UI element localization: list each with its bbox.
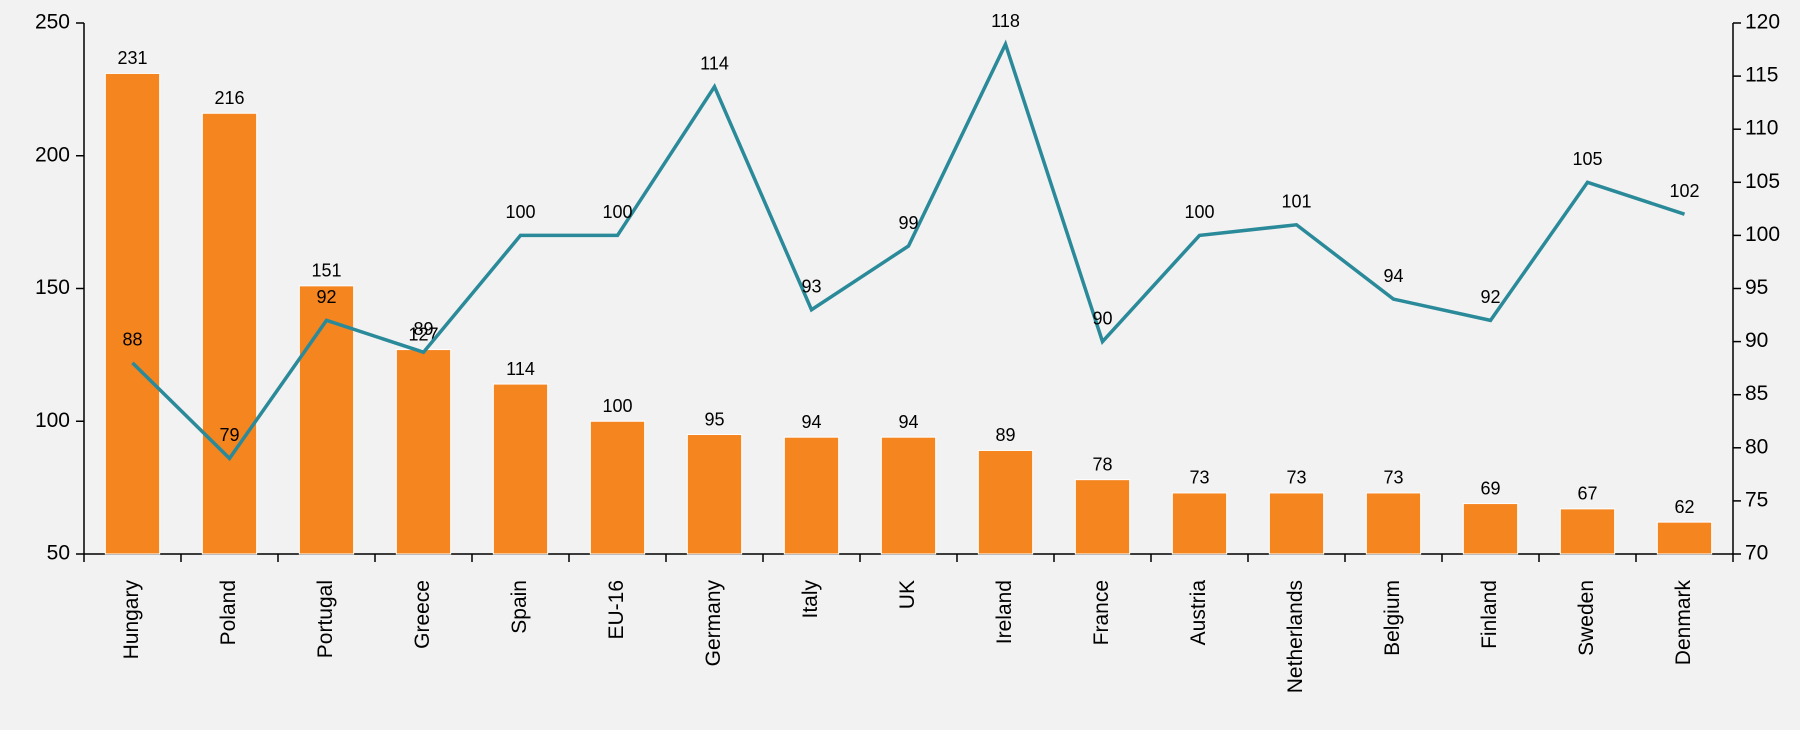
- bar: [1074, 479, 1131, 555]
- line-value-label: 79: [219, 425, 239, 445]
- bar: [104, 72, 161, 555]
- line-value-label: 118: [991, 11, 1020, 31]
- bar-value-label: 89: [995, 425, 1015, 445]
- x-tick-label: Spain: [508, 580, 531, 634]
- line-value-label: 88: [122, 330, 142, 350]
- bar: [686, 434, 743, 555]
- y-tick-label: 150: [35, 276, 70, 299]
- y2-tick-label: 95: [1745, 276, 1768, 299]
- y2-tick-label: 115: [1745, 64, 1778, 87]
- bar-value-label: 78: [1092, 454, 1112, 474]
- x-tick-label: Finland: [1478, 580, 1501, 649]
- bar-value-label: 216: [214, 88, 244, 108]
- x-tick-label: EU-16: [605, 580, 628, 640]
- x-tick-label: France: [1090, 580, 1113, 645]
- y2-tick-label: 105: [1745, 170, 1780, 193]
- y-tick-label: 200: [35, 143, 70, 166]
- line-value-label: 99: [898, 213, 918, 233]
- y2-tick-label: 80: [1745, 435, 1768, 458]
- y2-tick-label: 90: [1745, 329, 1768, 352]
- x-tick-label: Ireland: [993, 580, 1016, 644]
- bar-value-label: 73: [1286, 468, 1306, 488]
- line-value-label: 93: [801, 276, 821, 296]
- bar: [395, 349, 452, 555]
- bar: [201, 112, 258, 555]
- y2-tick-label: 110: [1745, 117, 1778, 140]
- x-tick-label: Poland: [217, 580, 240, 645]
- bar: [492, 383, 549, 555]
- bar-value-label: 127: [408, 324, 438, 344]
- line-value-label: 89: [413, 319, 433, 339]
- y2-tick-label: 100: [1745, 223, 1780, 246]
- bar-value-label: 94: [801, 412, 821, 432]
- line-value-label: 100: [1184, 202, 1214, 222]
- bar: [880, 436, 937, 555]
- bar: [977, 449, 1034, 555]
- bar-value-label: 151: [311, 261, 341, 281]
- bar-value-label: 95: [704, 409, 724, 429]
- line-value-label: 92: [1480, 287, 1500, 307]
- bar: [1171, 492, 1228, 555]
- bar: [589, 420, 646, 555]
- bar: [1656, 521, 1713, 555]
- x-tick-label: UK: [896, 580, 919, 609]
- bar: [1559, 508, 1616, 555]
- line-value-label: 94: [1383, 266, 1403, 286]
- bar-value-label: 114: [506, 359, 535, 379]
- bar-value-label: 231: [117, 48, 147, 68]
- x-tick-label: Hungary: [120, 580, 143, 660]
- line-value-label: 100: [602, 202, 632, 222]
- line-value-label: 101: [1281, 192, 1311, 212]
- x-tick-label: Belgium: [1381, 580, 1404, 656]
- line-value-label: 114: [700, 53, 729, 73]
- bar-value-label: 67: [1577, 484, 1597, 504]
- x-tick-label: Germany: [702, 580, 725, 667]
- line-value-label: 105: [1572, 149, 1602, 169]
- line: [131, 39, 1686, 462]
- bar-value-label: 73: [1383, 468, 1403, 488]
- y2-tick-label: 70: [1745, 542, 1768, 565]
- y-tick-label: 100: [35, 409, 70, 432]
- x-tick-label: Netherlands: [1284, 580, 1307, 693]
- x-tick-label: Austria: [1187, 580, 1210, 646]
- line-value-label: 102: [1669, 181, 1699, 201]
- bar: [298, 285, 355, 555]
- line-value-label: 92: [316, 287, 336, 307]
- y2-tick-label: 75: [1745, 488, 1768, 511]
- bar-value-label: 69: [1480, 478, 1500, 498]
- x-tick-label: Denmark: [1672, 580, 1695, 666]
- bar-value-label: 62: [1674, 497, 1694, 517]
- line-value-label: 90: [1092, 308, 1112, 328]
- y2-tick-label: 85: [1745, 382, 1768, 405]
- bar: [1268, 492, 1325, 555]
- y2-tick-label: 120: [1745, 11, 1780, 34]
- x-tick-label: Sweden: [1575, 580, 1598, 656]
- y-tick-label: 250: [35, 11, 70, 34]
- y-tick-label: 50: [47, 542, 70, 565]
- line-value-label: 100: [505, 202, 535, 222]
- bar-value-label: 73: [1189, 468, 1209, 488]
- bar: [1462, 503, 1519, 555]
- x-tick-label: Portugal: [314, 580, 337, 658]
- x-tick-label: Greece: [411, 580, 434, 649]
- x-tick-label: Italy: [799, 580, 822, 619]
- bar: [783, 436, 840, 555]
- bar-value-label: 94: [898, 412, 918, 432]
- bar-value-label: 100: [602, 396, 632, 416]
- bar: [1365, 492, 1422, 555]
